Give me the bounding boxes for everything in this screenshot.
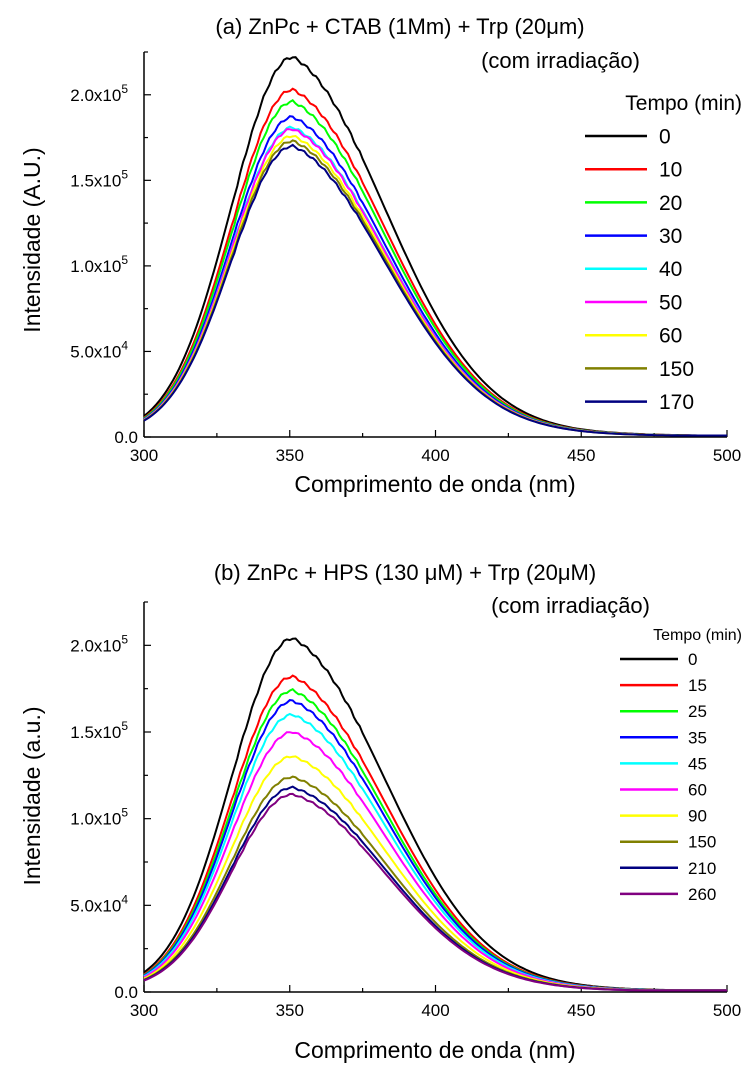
chart-b-x-tick-label: 450 (567, 1001, 595, 1020)
chart-a-legend-label-40: 40 (659, 258, 682, 281)
chart-b-x-tick-label: 300 (130, 1001, 158, 1020)
panel-b: (b) ZnPc + HPS (130 μM) + Trp (20μM) (co… (19, 560, 742, 1063)
chart-b-x-tick-label: 400 (421, 1001, 449, 1020)
chart-a-x-tick-label: 350 (276, 446, 304, 465)
chart-a-legend-label-60: 60 (659, 325, 682, 348)
chart-b-legend-label-0: 0 (688, 650, 697, 669)
chart-a-legend-label-20: 20 (659, 192, 682, 215)
chart-a-plot: 300 350 400 450 5000.05.0x1041.0x1051.5x1052… (70, 51, 741, 465)
chart-a-ylabel: Intensidade (A.U.) (19, 147, 45, 332)
chart-b-y-tick-exponent: 5 (121, 719, 128, 733)
chart-b-y-tick-label: 1.0x105 (70, 806, 128, 829)
chart-b-legend-label-15: 15 (688, 676, 707, 695)
chart-b-y-tick-exponent: 4 (121, 892, 128, 906)
chart-a-y-tick-exponent: 5 (121, 253, 128, 267)
chart-b-legend-label-35: 35 (688, 728, 707, 747)
chart-b-y-tick-label: 5.0x104 (70, 892, 128, 915)
chart-a-legend-title: Tempo (min) (625, 92, 742, 115)
chart-b-series-line-260 (143, 792, 727, 992)
chart-a-x-tick-label: 450 (567, 446, 595, 465)
chart-b-legend-label-25: 25 (688, 702, 707, 721)
chart-a-series-line-150 (143, 139, 727, 437)
chart-b-ylabel: Intensidade (a.u.) (19, 706, 45, 885)
chart-b-y-tick-exponent: 5 (121, 632, 128, 646)
chart-b-legend-title: Tempo (min) (653, 627, 742, 644)
chart-b-subtitle: (com irradiação) (491, 593, 650, 618)
chart-a-series-line-30 (143, 115, 727, 437)
chart-a-x-tick-label: 500 (713, 446, 741, 465)
chart-a-y-tick-label: 0.0 (114, 428, 138, 447)
chart-a-y-tick-exponent: 4 (121, 338, 128, 352)
panel-a: (a) ZnPc + CTAB (1Mm) + Trp (20μm) (com … (19, 14, 742, 497)
chart-b-legend-label-45: 45 (688, 754, 707, 773)
chart-a-series-line-60 (143, 134, 727, 437)
chart-a-x-tick-label: 400 (421, 446, 449, 465)
chart-b-series-line-35 (143, 699, 727, 992)
chart-b-y-tick-label: 2.0x105 (70, 632, 128, 655)
chart-b-series-line-25 (143, 687, 727, 992)
chart-a-series-line-40 (143, 125, 727, 437)
chart-b-legend-label-260: 260 (688, 885, 716, 904)
chart-b-legend-label-150: 150 (688, 833, 716, 852)
chart-b-legend-label-210: 210 (688, 859, 716, 878)
chart-a-y-tick-label: 5.0x104 (70, 338, 128, 361)
chart-b-y-tick-exponent: 5 (121, 806, 128, 820)
chart-a-x-tick-label: 300 (130, 446, 158, 465)
chart-b-legend-label-60: 60 (688, 780, 707, 799)
chart-a-y-tick-label: 1.0x105 (70, 253, 128, 276)
chart-a-legend-label-10: 10 (659, 159, 682, 182)
chart-b-legend-label-90: 90 (688, 807, 707, 826)
chart-a-legend-label-150: 150 (659, 358, 694, 381)
chart-a-xlabel: Comprimento de onda (nm) (294, 471, 575, 497)
chart-a-y-tick-label: 1.5x105 (70, 167, 128, 190)
chart-a-legend-label-170: 170 (659, 391, 694, 414)
chart-b-title: (b) ZnPc + HPS (130 μM) + Trp (20μM) (214, 560, 596, 585)
chart-b-y-tick-label: 0.0 (114, 983, 138, 1002)
chart-b-x-tick-label: 500 (713, 1001, 741, 1020)
chart-a-legend-label-30: 30 (659, 225, 682, 248)
chart-b-x-tick-label: 350 (276, 1001, 304, 1020)
chart-a-subtitle: (com irradiação) (481, 48, 640, 73)
chart-a-title: (a) ZnPc + CTAB (1Mm) + Trp (20μm) (215, 14, 584, 39)
chart-a-y-tick-label: 2.0x105 (70, 82, 128, 105)
chart-b-plot: 300 350 400 450 5000.05.0x1041.0x1051.5x1052… (70, 601, 741, 1020)
chart-a-legend-label-0: 0 (659, 125, 671, 148)
chart-a-legend-label-50: 50 (659, 291, 682, 314)
chart-a-y-tick-exponent: 5 (121, 167, 128, 181)
chart-b-series-line-45 (143, 712, 727, 992)
chart-a-series-line-170 (143, 143, 727, 437)
chart-b-y-tick-label: 1.5x105 (70, 719, 128, 742)
chart-a-y-tick-exponent: 5 (121, 82, 128, 96)
chart-a-series-line-50 (143, 128, 727, 437)
chart-b-xlabel: Comprimento de onda (nm) (294, 1037, 575, 1063)
